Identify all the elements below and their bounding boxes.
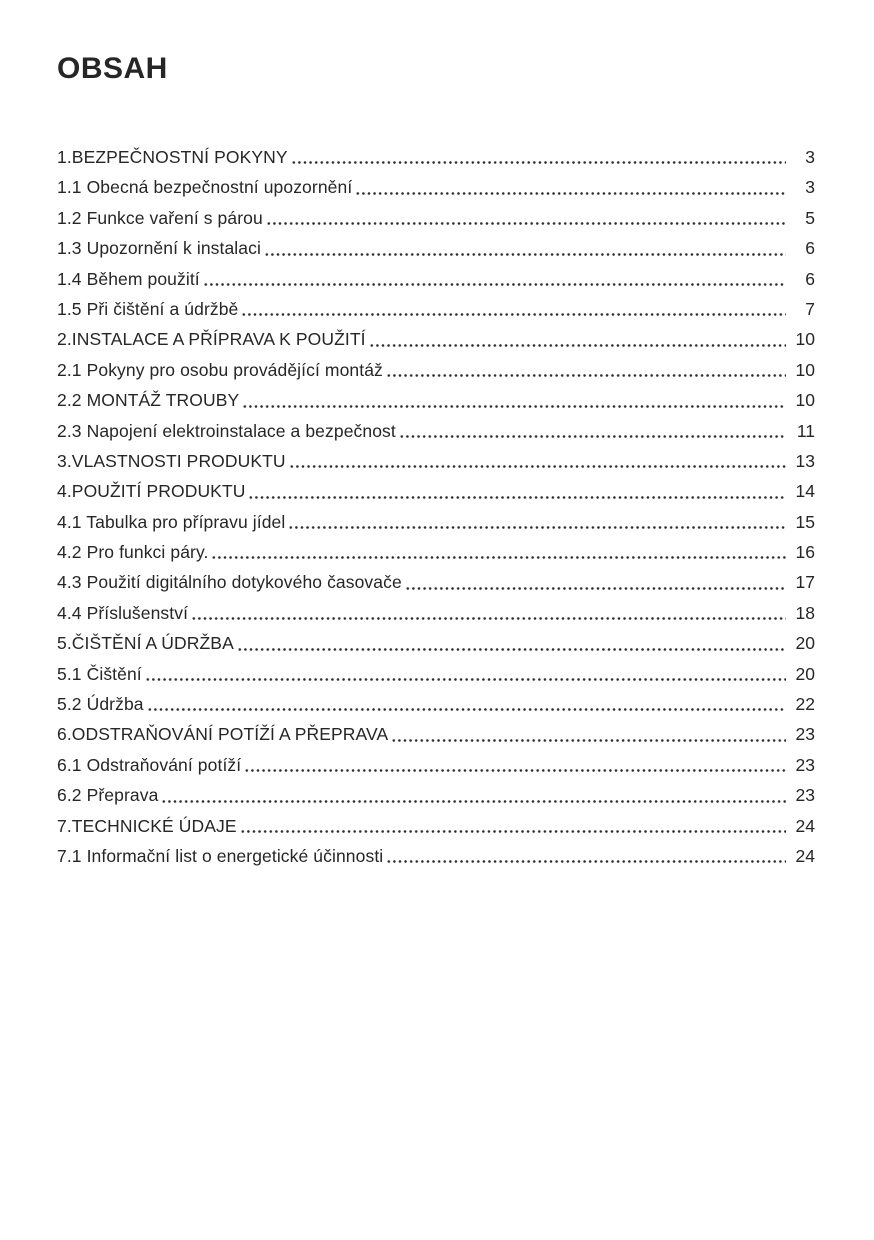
dot-leader bbox=[211, 556, 786, 560]
toc-entry-page: 14 bbox=[795, 481, 815, 502]
toc-entry: 5.1 Čištění 20 bbox=[57, 659, 815, 689]
dot-leader bbox=[288, 465, 786, 469]
toc-entry-page: 10 bbox=[795, 329, 815, 350]
dot-leader bbox=[242, 404, 786, 408]
toc-entry-page: 10 bbox=[795, 359, 815, 380]
dot-leader bbox=[265, 222, 786, 226]
toc-entry: 5.ČIŠTĚNÍ A ÚDRŽBA 20 bbox=[57, 628, 815, 658]
toc-entry-label: 1.4 Během použití bbox=[57, 268, 200, 289]
dot-leader bbox=[386, 860, 786, 864]
toc-entry-page: 23 bbox=[795, 785, 815, 806]
dot-leader bbox=[290, 161, 786, 165]
toc-entry-label: 2.3 Napojení elektroinstalace a bezpečno… bbox=[57, 420, 396, 441]
dot-leader bbox=[368, 343, 786, 347]
toc-entry-label: 6.2 Přeprava bbox=[57, 785, 159, 806]
toc-entry-label: 2.2 MONTÁŽ TROUBY bbox=[57, 390, 240, 411]
dot-leader bbox=[288, 526, 786, 530]
toc-entry: 1.5 Při čištění a údržbě 7 bbox=[57, 294, 815, 324]
dot-leader bbox=[248, 495, 786, 499]
toc-entry: 4.3 Použití digitálního dotykového časov… bbox=[57, 567, 815, 597]
toc-entry-label: 5.2 Údržba bbox=[57, 694, 144, 715]
dot-leader bbox=[202, 282, 786, 286]
toc-entry-page: 3 bbox=[805, 177, 815, 198]
page-title: OBSAH bbox=[57, 52, 168, 85]
toc-entry: 7.TECHNICKÉ ÚDAJE 24 bbox=[57, 811, 815, 841]
toc-entry-label: 1.BEZPEČNOSTNÍ POKYNY bbox=[57, 147, 288, 167]
dot-leader bbox=[144, 678, 786, 682]
toc-entry: 4.1 Tabulka pro přípravu jídel 15 bbox=[57, 507, 815, 537]
dot-leader bbox=[161, 799, 786, 803]
toc-entry-page: 13 bbox=[795, 450, 815, 471]
table-of-contents: 1.BEZPEČNOSTNÍ POKYNY 3 1.1 Obecná bezpe… bbox=[57, 142, 815, 871]
toc-entry: 2.2 MONTÁŽ TROUBY 10 bbox=[57, 385, 815, 415]
dot-leader bbox=[398, 434, 786, 438]
toc-entry-label: 6.1 Odstraňování potíží bbox=[57, 754, 242, 775]
toc-entry-label: 7.1 Informační list o energetické účinno… bbox=[57, 845, 384, 866]
dot-leader bbox=[146, 708, 786, 712]
toc-entry: 3.VLASTNOSTI PRODUKTU 13 bbox=[57, 446, 815, 476]
toc-entry-page: 5 bbox=[805, 207, 815, 228]
toc-entry-label: 1.3 Upozornění k instalaci bbox=[57, 238, 261, 259]
dot-leader bbox=[404, 586, 786, 590]
dot-leader bbox=[391, 738, 786, 742]
toc-entry-label: 4.1 Tabulka pro přípravu jídel bbox=[57, 511, 286, 532]
toc-entry-page: 6 bbox=[805, 238, 815, 259]
toc-entry-label: 1.2 Funkce vaření s párou bbox=[57, 207, 263, 228]
toc-entry-page: 16 bbox=[795, 542, 815, 563]
dot-leader bbox=[355, 191, 786, 195]
toc-entry-page: 11 bbox=[796, 420, 815, 441]
toc-entry-page: 23 bbox=[795, 724, 815, 745]
dot-leader bbox=[244, 769, 786, 773]
toc-entry: 4.POUŽITÍ PRODUKTU 14 bbox=[57, 476, 815, 506]
toc-entry: 1.2 Funkce vaření s párou 5 bbox=[57, 203, 815, 233]
toc-entry-label: 4.4 Příslušenství bbox=[57, 602, 189, 623]
toc-entry-label: 1.1 Obecná bezpečnostní upozornění bbox=[57, 177, 353, 198]
toc-entry-label: 6.ODSTRAŇOVÁNÍ POTÍŽÍ A PŘEPRAVA bbox=[57, 724, 389, 745]
toc-entry-page: 3 bbox=[805, 147, 815, 167]
toc-entry-label: 4.2 Pro funkci páry. bbox=[57, 542, 209, 563]
toc-entry-page: 15 bbox=[795, 511, 815, 532]
toc-entry: 2.INSTALACE A PŘÍPRAVA K POUŽITÍ 10 bbox=[57, 324, 815, 354]
toc-entry: 1.3 Upozornění k instalaci 6 bbox=[57, 233, 815, 263]
toc-entry: 4.4 Příslušenství 18 bbox=[57, 598, 815, 628]
dot-leader bbox=[241, 313, 786, 317]
toc-entry-label: 2.INSTALACE A PŘÍPRAVA K POUŽITÍ bbox=[57, 329, 366, 350]
toc-entry-page: 20 bbox=[795, 663, 815, 684]
toc-entry-label: 5.ČIŠTĚNÍ A ÚDRŽBA bbox=[57, 633, 234, 654]
toc-entry: 1.1 Obecná bezpečnostní upozornění 3 bbox=[57, 172, 815, 202]
toc-entry-page: 20 bbox=[795, 633, 815, 654]
toc-entry: 2.1 Pokyny pro osobu provádějící montáž … bbox=[57, 355, 815, 385]
toc-entry-label: 2.1 Pokyny pro osobu provádějící montáž bbox=[57, 359, 383, 380]
toc-entry-page: 22 bbox=[795, 694, 815, 715]
dot-leader bbox=[191, 617, 786, 621]
toc-entry-page: 10 bbox=[795, 390, 815, 411]
toc-entry-page: 23 bbox=[795, 754, 815, 775]
toc-entry: 1.4 Během použití 6 bbox=[57, 264, 815, 294]
toc-entry-label: 1.5 Při čištění a údržbě bbox=[57, 298, 239, 319]
toc-entry: 6.ODSTRAŇOVÁNÍ POTÍŽÍ A PŘEPRAVA 23 bbox=[57, 719, 815, 749]
toc-entry: 5.2 Údržba 22 bbox=[57, 689, 815, 719]
toc-entry: 1.BEZPEČNOSTNÍ POKYNY 3 bbox=[57, 142, 815, 172]
toc-entry: 6.1 Odstraňování potíží 23 bbox=[57, 750, 815, 780]
toc-entry: 6.2 Přeprava 23 bbox=[57, 780, 815, 810]
dot-leader bbox=[236, 647, 786, 651]
toc-entry-page: 24 bbox=[795, 815, 815, 836]
toc-entry-page: 17 bbox=[795, 572, 815, 593]
dot-leader bbox=[239, 829, 786, 833]
toc-entry-label: 7.TECHNICKÉ ÚDAJE bbox=[57, 815, 237, 836]
toc-entry-label: 5.1 Čištění bbox=[57, 663, 142, 684]
toc-entry-label: 3.VLASTNOSTI PRODUKTU bbox=[57, 450, 286, 471]
toc-entry: 4.2 Pro funkci páry. 16 bbox=[57, 537, 815, 567]
toc-entry: 7.1 Informační list o energetické účinno… bbox=[57, 841, 815, 871]
dot-leader bbox=[263, 252, 786, 256]
toc-entry: 2.3 Napojení elektroinstalace a bezpečno… bbox=[57, 416, 815, 446]
toc-entry-label: 4.POUŽITÍ PRODUKTU bbox=[57, 481, 246, 502]
toc-entry-page: 24 bbox=[795, 845, 815, 866]
toc-entry-page: 7 bbox=[805, 298, 815, 319]
toc-entry-label: 4.3 Použití digitálního dotykového časov… bbox=[57, 572, 402, 593]
dot-leader bbox=[385, 374, 786, 378]
toc-entry-page: 6 bbox=[805, 268, 815, 289]
toc-entry-page: 18 bbox=[795, 602, 815, 623]
